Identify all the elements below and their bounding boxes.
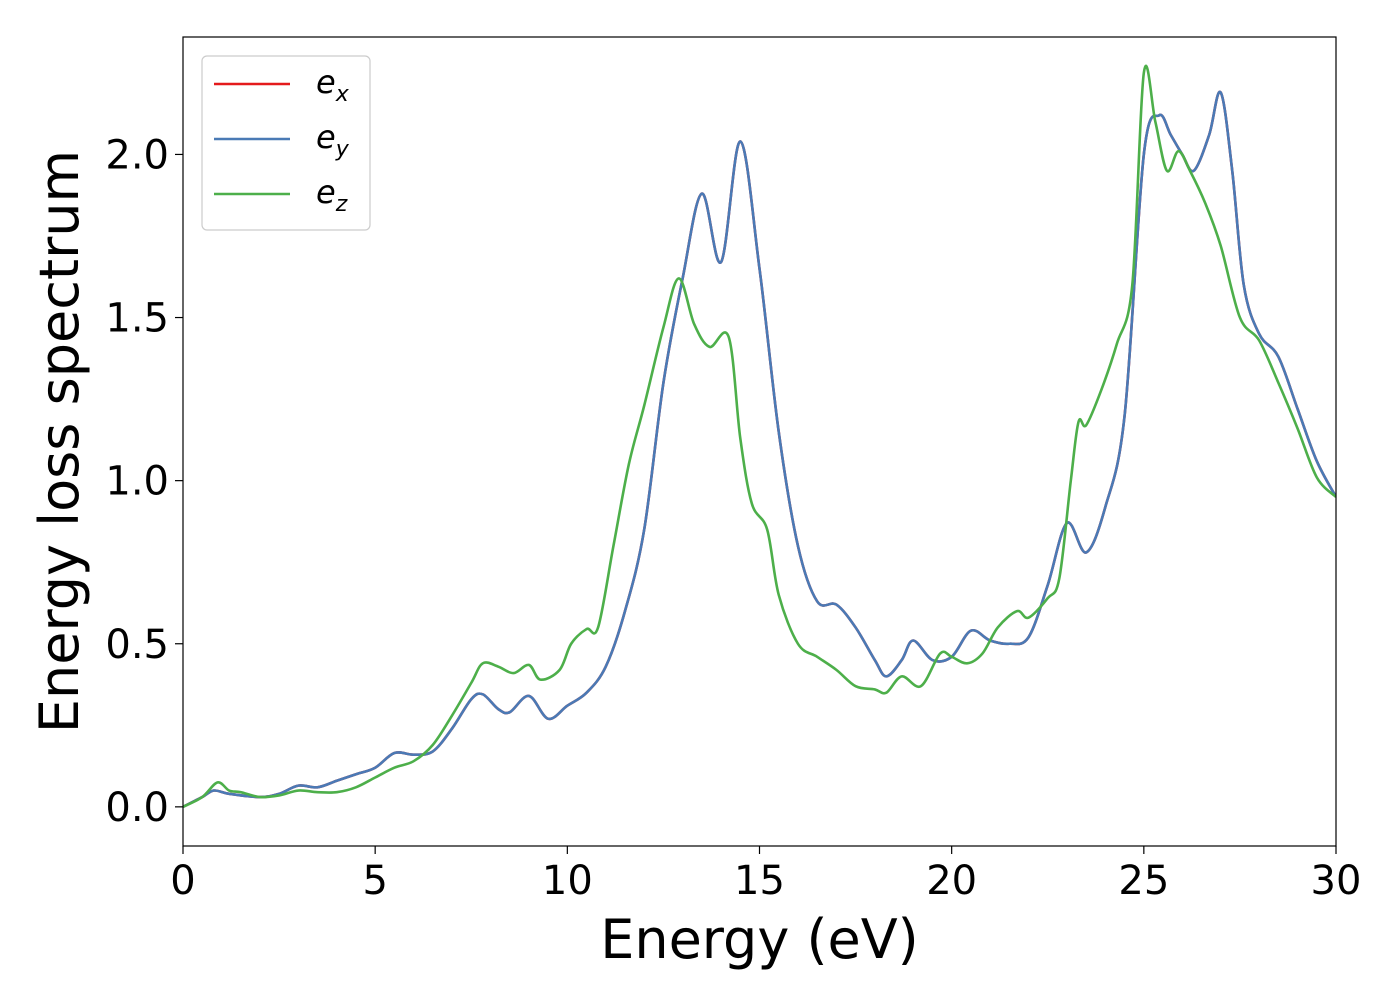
y-axis-ticks: 0.0 0.5 1.0 1.5 2.0 (105, 132, 183, 831)
y-tick-label: 1.0 (105, 459, 169, 505)
y-tick-label: 1.5 (105, 296, 169, 342)
x-tick-label: 5 (362, 858, 387, 904)
x-tick-label: 20 (926, 858, 977, 904)
series-line-e-z (183, 64, 1336, 809)
y-tick-label: 0.5 (105, 622, 169, 668)
legend-frame (201, 55, 371, 231)
x-axis-ticks: 0 5 10 15 20 25 30 (170, 846, 1361, 904)
legend-label: ey (316, 118, 350, 162)
series-layer (183, 64, 1336, 809)
y-tick-label: 0.0 (105, 785, 169, 831)
series-line-e-y (183, 90, 1336, 809)
y-axis-title: Energy loss spectrum (28, 150, 91, 733)
x-tick-label: 30 (1311, 858, 1362, 904)
legend-label: ex (316, 63, 350, 107)
x-tick-label: 25 (1118, 858, 1169, 904)
x-tick-label: 15 (734, 858, 785, 904)
x-axis-title: Energy (eV) (600, 908, 919, 971)
y-tick-label: 2.0 (105, 132, 169, 178)
x-tick-label: 10 (542, 858, 593, 904)
x-tick-label: 0 (170, 858, 195, 904)
